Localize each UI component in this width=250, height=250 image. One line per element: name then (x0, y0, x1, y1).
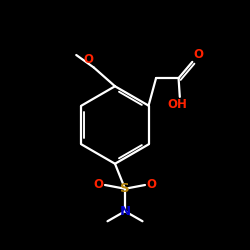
Text: S: S (120, 182, 130, 195)
Text: O: O (194, 48, 203, 61)
Text: O: O (83, 53, 93, 66)
Text: O: O (94, 178, 104, 192)
Text: O: O (146, 178, 156, 192)
Text: N: N (120, 205, 130, 218)
Text: OH: OH (167, 98, 187, 111)
